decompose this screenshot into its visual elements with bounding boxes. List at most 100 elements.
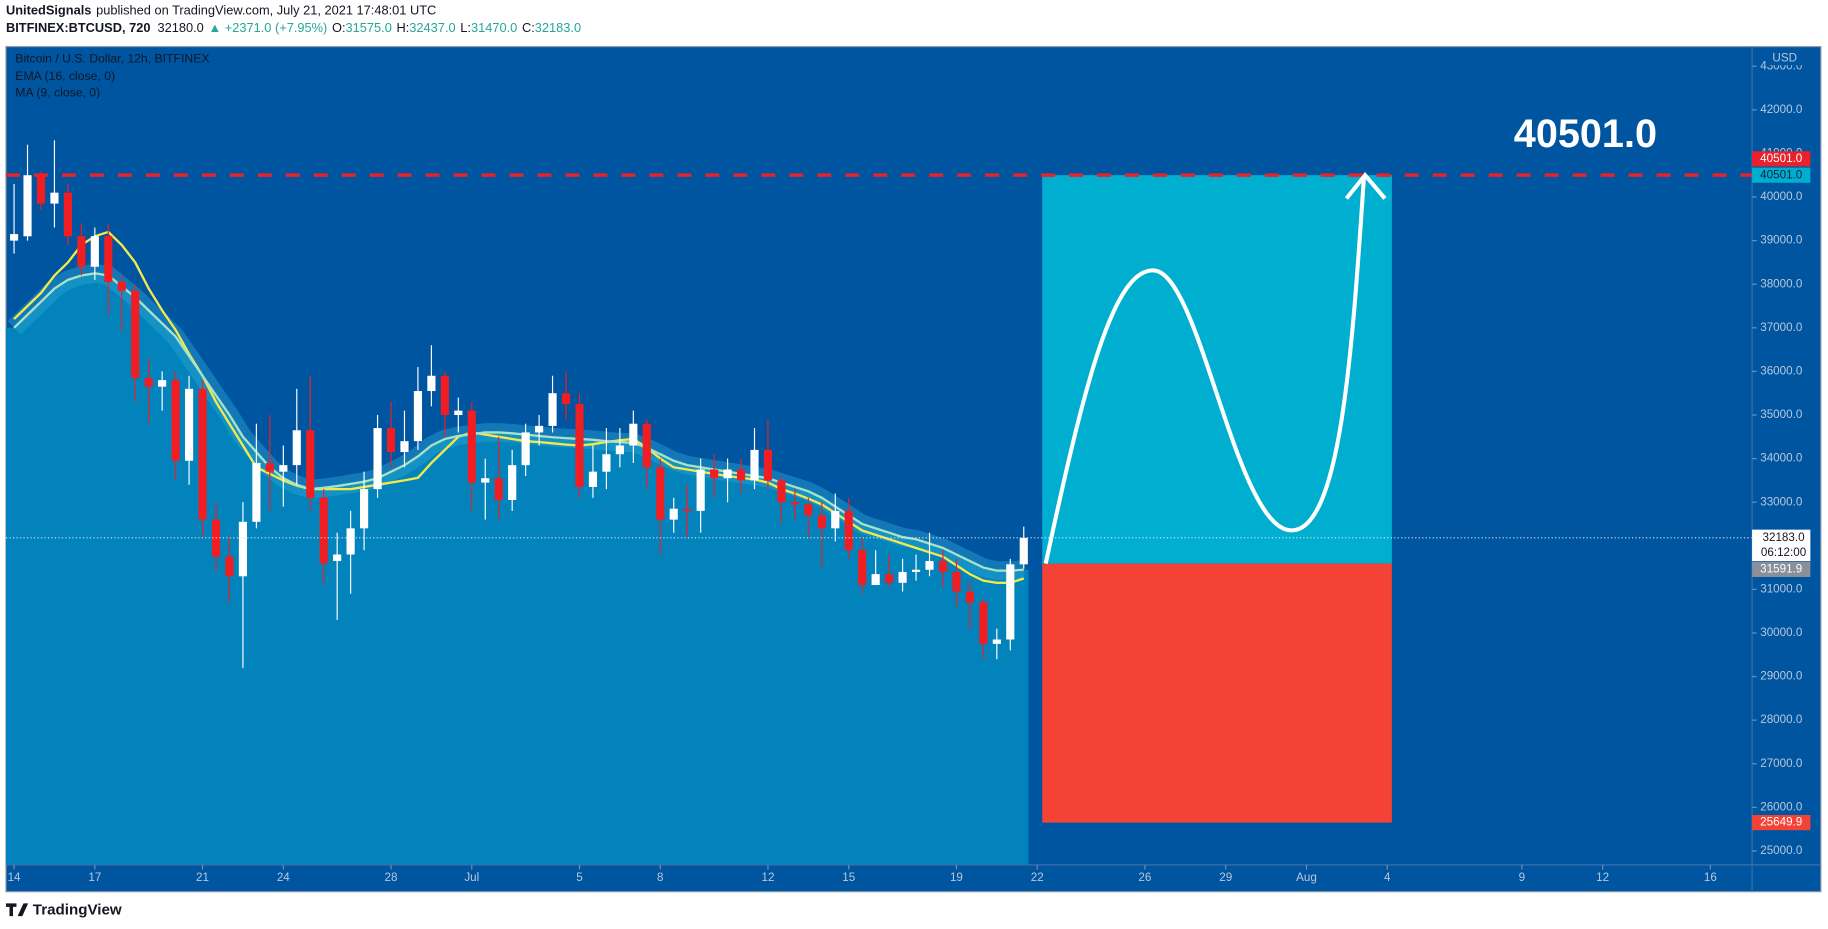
candle-body — [265, 462, 274, 472]
x-tick-label: 15 — [842, 871, 855, 884]
candle-body — [333, 554, 342, 562]
brand: TradingView — [33, 901, 122, 918]
candle-body — [561, 393, 571, 405]
drawing-curve — [1043, 177, 1366, 564]
y-tick-label: 42000.0 — [1760, 103, 1803, 116]
y-tick-label: 26000.0 — [1760, 800, 1803, 813]
candle-body — [494, 478, 503, 501]
candle-body — [63, 192, 72, 237]
candle-body — [386, 428, 396, 453]
candle-body — [1006, 564, 1015, 640]
publish-line: UnitedSignals published on TradingView.co… — [6, 3, 436, 18]
candle-body — [911, 569, 921, 572]
indicator-line — [13, 230, 1025, 585]
target-badge-bg — [1752, 151, 1811, 167]
candle-body — [898, 571, 907, 583]
drawing-arrow — [1344, 171, 1387, 200]
legend-entry: MA (9, close, 0) — [15, 85, 100, 99]
target-callout: 40501.0 — [1514, 112, 1657, 156]
candle-body — [1019, 537, 1028, 565]
candle-body — [23, 175, 32, 237]
y-tick-label: 38000.0 — [1760, 277, 1803, 290]
candle-body — [50, 192, 59, 204]
candle-body — [131, 290, 140, 378]
last: 32180.0 — [158, 21, 204, 36]
overlay: Bitcoin / U.S. Dollar, 12h, BITFINEX EMA … — [8, 51, 1811, 884]
change: ▲ +2371.0 (+7.95%) — [208, 21, 327, 36]
x-tick-label: 19 — [950, 871, 963, 884]
candle-body — [696, 469, 705, 511]
candle-body — [481, 478, 490, 483]
candle-body — [292, 430, 301, 466]
candle-body — [885, 574, 894, 583]
candle-body — [992, 639, 1001, 644]
candle-body — [952, 571, 961, 592]
l: 31470.0 — [471, 21, 517, 36]
y-tick-label: 37000.0 — [1760, 321, 1803, 334]
candle-body — [965, 591, 974, 603]
y-tick-label: 34000.0 — [1760, 452, 1803, 465]
candle-body — [90, 236, 99, 267]
candle-body — [346, 528, 355, 555]
candle-body — [144, 377, 153, 387]
target-badge: 40501.0 — [1760, 168, 1803, 181]
o: 31575.0 — [346, 21, 392, 36]
brand-logo — [5, 903, 29, 917]
indicator-line — [13, 272, 1024, 572]
symbol-line: BITFINEX:BTCUSD, 720 32180.0 ▲ +2371.0 (+7… — [6, 21, 581, 36]
h: 32437.0 — [409, 21, 455, 36]
candle-body — [750, 449, 759, 481]
x-tick-label: 17 — [88, 871, 101, 884]
candle-body — [629, 423, 638, 446]
candle-body — [615, 445, 624, 455]
candle-body — [252, 462, 261, 522]
symbol: BITFINEX:BTCUSD, 720 — [6, 21, 151, 36]
candle-body — [925, 561, 934, 570]
x-tick-label: 9 — [1519, 871, 1525, 884]
candle-body — [77, 236, 86, 267]
y-tick-label: 35000.0 — [1760, 408, 1803, 421]
candle-body — [871, 574, 880, 586]
candle-body — [427, 375, 436, 392]
y-tick-label: 33000.0 — [1760, 495, 1803, 508]
c: 32183.0 — [535, 21, 581, 36]
y-tick-label: 30000.0 — [1760, 626, 1803, 639]
candle-body — [535, 425, 544, 433]
candle-body — [306, 430, 315, 498]
x-tick-label: 26 — [1138, 871, 1151, 884]
candle-body — [858, 550, 867, 586]
candle-body — [171, 380, 180, 461]
last-price-badge: 32183.0 — [1763, 531, 1806, 544]
y-tick-label: 39000.0 — [1760, 234, 1803, 247]
stop-badge-bg — [1752, 815, 1811, 831]
candle-body — [656, 467, 665, 520]
candle-body — [440, 375, 449, 415]
y-tick-label: 29000.0 — [1760, 670, 1803, 683]
x-tick-label: 28 — [385, 871, 398, 884]
indicator-area — [5, 273, 1029, 865]
entry-badge: 31591.9 — [1760, 562, 1802, 575]
candle-body — [36, 175, 46, 204]
l-label: L: — [460, 21, 471, 36]
candle-body — [777, 480, 786, 503]
entry-badge-bg — [1752, 561, 1811, 577]
candle-body — [360, 489, 369, 529]
currency-bg — [1767, 51, 1803, 66]
candle-body — [117, 282, 126, 291]
currency: USD — [1772, 51, 1797, 64]
candle-body — [508, 465, 517, 501]
x-tick-label: 21 — [196, 871, 209, 884]
legend-entry: EMA (16, close, 0) — [15, 69, 115, 83]
last-price-badge-bg — [1752, 529, 1811, 562]
x-tick-label: 5 — [576, 871, 582, 884]
o-label: O: — [332, 21, 346, 36]
candle-body — [979, 602, 988, 644]
candle-body — [373, 428, 382, 490]
y-tick-label: 27000.0 — [1760, 757, 1803, 770]
loss-zone — [1042, 563, 1392, 823]
target-badge: 40501.0 — [1760, 152, 1803, 165]
y-tick-label: 28000.0 — [1760, 713, 1803, 726]
candle-body — [575, 404, 584, 487]
y-tick-label: 25000.0 — [1760, 844, 1803, 857]
x-tick-label: 29 — [1219, 871, 1232, 884]
